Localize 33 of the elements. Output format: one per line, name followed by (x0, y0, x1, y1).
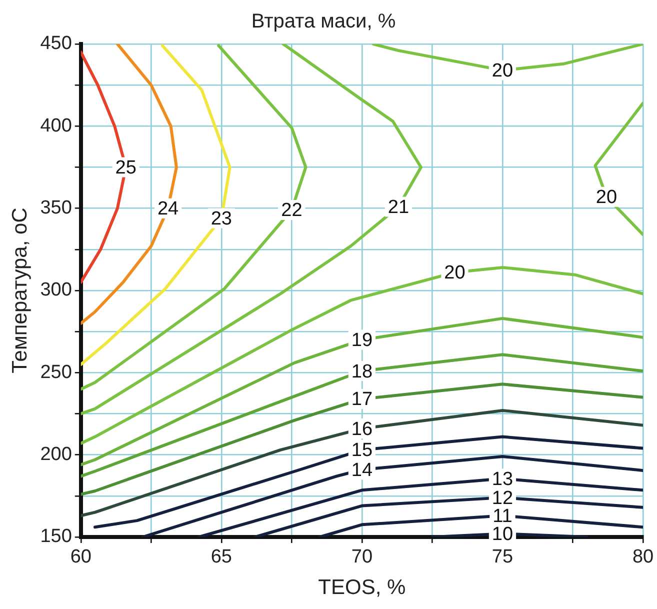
x-tick-label: 80 (632, 546, 654, 568)
series-label: 14 (351, 460, 373, 481)
x-tick-label: 75 (492, 546, 514, 568)
y-tick-label: 450 (40, 33, 72, 54)
series-label: 17 (351, 389, 373, 410)
y-tick-label: 350 (40, 198, 72, 219)
y-tick-label: 400 (40, 115, 72, 136)
y-tick-label: 150 (40, 526, 72, 548)
series-label: 13 (492, 468, 514, 490)
x-tick-label: 65 (210, 546, 232, 568)
chart-title: Втрата маси, % (251, 10, 396, 33)
series-label: 20 (444, 262, 466, 284)
series-label: 21 (388, 196, 410, 218)
series-label: 11 (492, 506, 512, 527)
series-label: 10 (492, 524, 514, 545)
series-label: 18 (351, 361, 373, 382)
y-tick-label: 200 (40, 444, 72, 466)
series-label: 23 (210, 208, 232, 230)
series-label: 25 (115, 157, 136, 178)
series-label: 12 (492, 488, 514, 509)
y-axis-title: Температура, oC (8, 208, 32, 374)
series-label: 22 (281, 200, 302, 222)
y-tick-label: 250 (40, 362, 72, 383)
x-tick-label: 70 (351, 546, 373, 568)
y-tick-label: 300 (40, 280, 72, 301)
series-label: 20 (492, 60, 514, 82)
series-label: 16 (351, 418, 373, 440)
series-label: 20 (596, 187, 618, 208)
series-label: 24 (157, 198, 180, 220)
x-tick-label: 60 (70, 546, 92, 568)
series-label: 19 (351, 330, 373, 352)
series-label: 15 (351, 440, 373, 462)
x-axis-title: TEOS, % (318, 576, 406, 600)
